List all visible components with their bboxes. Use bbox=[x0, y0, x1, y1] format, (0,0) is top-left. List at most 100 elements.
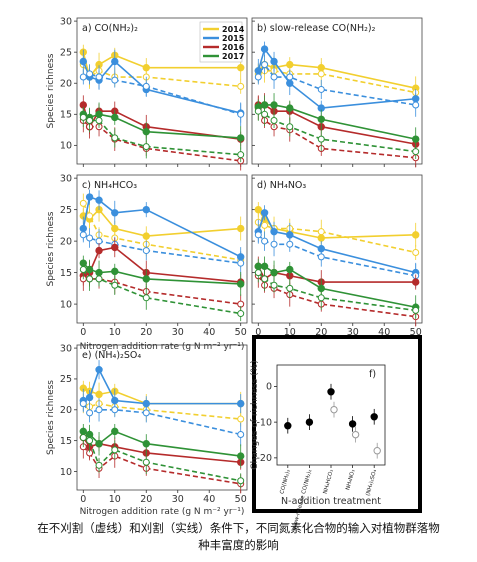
series-line bbox=[82, 202, 241, 261]
f-data-point bbox=[373, 447, 381, 455]
data-point bbox=[86, 234, 94, 242]
data-point bbox=[317, 115, 325, 123]
f-data-point bbox=[327, 388, 335, 396]
data-point bbox=[237, 477, 245, 485]
x-tick-label: 40 bbox=[203, 327, 215, 338]
y-tick-label: 30 bbox=[60, 173, 72, 184]
series-line bbox=[257, 107, 416, 159]
f-data-point bbox=[370, 413, 378, 421]
series-line bbox=[257, 272, 416, 312]
data-point bbox=[142, 143, 150, 151]
data-point bbox=[317, 135, 325, 143]
data-point bbox=[111, 406, 119, 414]
x-tick-label: 0 bbox=[80, 494, 86, 505]
caption-line-1: 在不刈割（虚线）和刈割（实线）条件下，不同氮素化合物的输入对植物群落物 bbox=[37, 521, 440, 535]
panel-d: 0 10 20 30 40 50 d) NH₄NO₃ bbox=[251, 174, 423, 338]
data-point bbox=[261, 110, 269, 118]
f-data-point bbox=[351, 430, 360, 439]
panel-f-title: f) bbox=[369, 369, 376, 380]
panel-c: 10 15 20 25 30 0 10 20 30 40 50 c) NH₄HCO₃ bbox=[60, 173, 248, 338]
f-data-point bbox=[284, 422, 292, 430]
y-tick-label: 25 bbox=[60, 205, 72, 216]
x-tick-label: 0 bbox=[255, 327, 261, 338]
series-2017-unmown bbox=[254, 101, 420, 160]
data-point bbox=[254, 205, 262, 214]
data-point bbox=[261, 275, 269, 283]
data-point bbox=[317, 70, 325, 78]
series-2017-unmown bbox=[79, 427, 245, 489]
series-line bbox=[257, 63, 416, 89]
series-2017-mown bbox=[254, 256, 420, 320]
xlabel-c: Nitrogen addition rate (g N m⁻² yr⁻¹) bbox=[80, 342, 245, 352]
data-point bbox=[237, 259, 245, 267]
data-point bbox=[79, 73, 87, 81]
data-point bbox=[111, 113, 119, 122]
panel-frame bbox=[251, 174, 423, 324]
data-point bbox=[412, 148, 420, 156]
x-tick-label: 50 bbox=[235, 327, 247, 338]
y-tick-label: 25 bbox=[60, 374, 72, 385]
f-series-unmown bbox=[330, 401, 381, 459]
y-tick-label: 30 bbox=[60, 343, 72, 354]
data-point bbox=[79, 265, 87, 273]
ylabel-bottom: Species richness bbox=[46, 380, 56, 455]
data-point bbox=[286, 284, 294, 292]
panel-a: 10 15 20 25 30 a) CO(NH₂)₂ bbox=[60, 16, 248, 171]
data-point bbox=[79, 57, 87, 66]
data-point bbox=[86, 70, 94, 78]
series-line bbox=[82, 60, 241, 114]
caption-line-2: 种丰富度的影响 bbox=[198, 538, 279, 552]
data-point bbox=[142, 409, 150, 417]
xlabel-e: Nitrogen addition rate (g N m⁻² yr⁻¹) bbox=[80, 507, 245, 517]
data-point bbox=[79, 400, 87, 408]
f-y-tick-label: 0 bbox=[266, 382, 272, 393]
y-tick-label: 15 bbox=[60, 268, 72, 279]
data-point bbox=[111, 76, 119, 84]
series-2016-mown bbox=[79, 95, 245, 147]
y-tick-label: 10 bbox=[60, 299, 72, 310]
data-point bbox=[79, 231, 87, 239]
x-tick-label: 30 bbox=[347, 327, 359, 338]
data-point bbox=[261, 237, 269, 245]
series-line bbox=[82, 208, 241, 237]
series-line bbox=[82, 446, 241, 485]
x-tick-label: 10 bbox=[109, 327, 121, 338]
f-data-point bbox=[330, 405, 338, 414]
data-point bbox=[286, 240, 294, 248]
data-point bbox=[237, 430, 245, 438]
legend-label-2016: 2016 bbox=[222, 43, 245, 52]
data-point bbox=[270, 268, 278, 277]
panel-frame bbox=[76, 17, 248, 165]
data-point bbox=[270, 101, 278, 109]
data-point bbox=[111, 446, 119, 454]
data-point bbox=[237, 415, 245, 423]
data-point bbox=[412, 101, 420, 109]
data-point bbox=[260, 45, 269, 53]
y-tick-label: 10 bbox=[60, 467, 72, 478]
y-tick-label: 15 bbox=[60, 110, 72, 121]
x-tick-label: 50 bbox=[410, 327, 422, 338]
data-point bbox=[142, 247, 150, 255]
panel-title: c) NH₄HCO₃ bbox=[82, 180, 137, 191]
series-2014-unmown bbox=[254, 59, 420, 101]
data-point bbox=[142, 294, 150, 302]
series-2017-unmown bbox=[79, 107, 245, 163]
panel-title: e) (NH₄)₂SO₄ bbox=[82, 350, 141, 361]
panel-title: d) NH₄NO₃ bbox=[257, 180, 306, 191]
data-point bbox=[261, 61, 269, 69]
data-point bbox=[237, 82, 245, 90]
data-point bbox=[270, 281, 278, 289]
data-point bbox=[95, 440, 103, 448]
data-point bbox=[95, 275, 103, 283]
series-2015-unmown bbox=[254, 54, 420, 117]
series-2016-unmown bbox=[79, 108, 245, 171]
data-point bbox=[286, 104, 294, 112]
data-point bbox=[317, 228, 325, 236]
data-point bbox=[95, 406, 103, 414]
series-line bbox=[83, 278, 241, 305]
data-point bbox=[286, 265, 294, 274]
data-point bbox=[95, 196, 103, 204]
data-point bbox=[79, 434, 87, 442]
y-tick-label: 25 bbox=[60, 47, 72, 58]
data-point bbox=[111, 134, 119, 142]
